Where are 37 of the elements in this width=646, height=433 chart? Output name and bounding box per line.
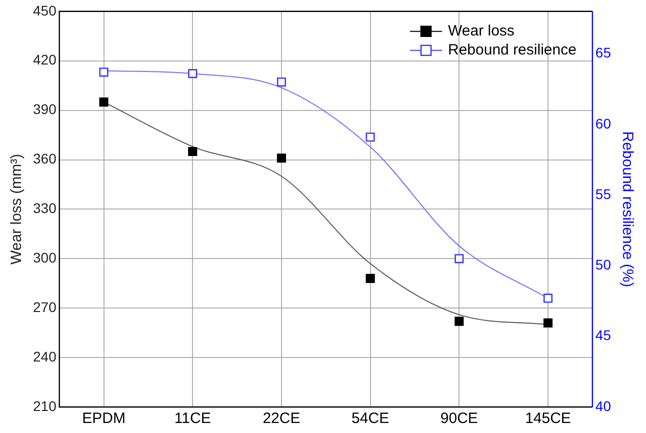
y2-tick-label: 60	[595, 115, 612, 132]
point	[99, 98, 108, 107]
x-tick-label: 90CE	[440, 410, 478, 428]
y-tick-label: 450	[33, 2, 57, 18]
point	[543, 294, 553, 303]
y2-tick-label: 65	[595, 44, 612, 61]
x-tick-label: 22CE	[262, 410, 300, 428]
legend-label: Wear loss	[448, 22, 514, 40]
point	[99, 68, 108, 77]
point	[366, 132, 375, 142]
x-tick-label: 11CE	[174, 410, 211, 428]
y-axis-title: Wear loss (mm³)	[8, 154, 26, 264]
y-tick-label: 420	[33, 52, 57, 68]
y2-tick-label: 55	[595, 186, 612, 202]
y2-tick-label: 50	[595, 256, 612, 273]
x-tick-label: EPDM	[82, 410, 126, 428]
y-tick-label: 240	[33, 348, 57, 364]
y-tick-label: 300	[33, 250, 57, 266]
y2-axis-title: Rebound resilience (%)	[618, 131, 636, 288]
point	[276, 154, 286, 163]
legend-label: Rebound resilience	[448, 42, 576, 59]
y2-tick-label: 40	[595, 398, 612, 414]
y-tick-label: 330	[33, 200, 57, 216]
y-tick-label: 270	[33, 298, 57, 315]
y-tick-label: 390	[33, 101, 57, 118]
point	[454, 316, 464, 326]
point	[276, 78, 286, 87]
y-tick-label: 360	[33, 150, 57, 167]
x-tick-label: 145CE	[525, 410, 571, 428]
point	[366, 274, 375, 283]
y-tick-label: 210	[33, 398, 57, 414]
point	[188, 146, 198, 156]
point	[543, 318, 553, 328]
point	[454, 254, 464, 264]
point	[188, 69, 198, 78]
x-tick-label: 54CE	[352, 410, 390, 428]
y2-tick-label: 45	[595, 327, 612, 344]
